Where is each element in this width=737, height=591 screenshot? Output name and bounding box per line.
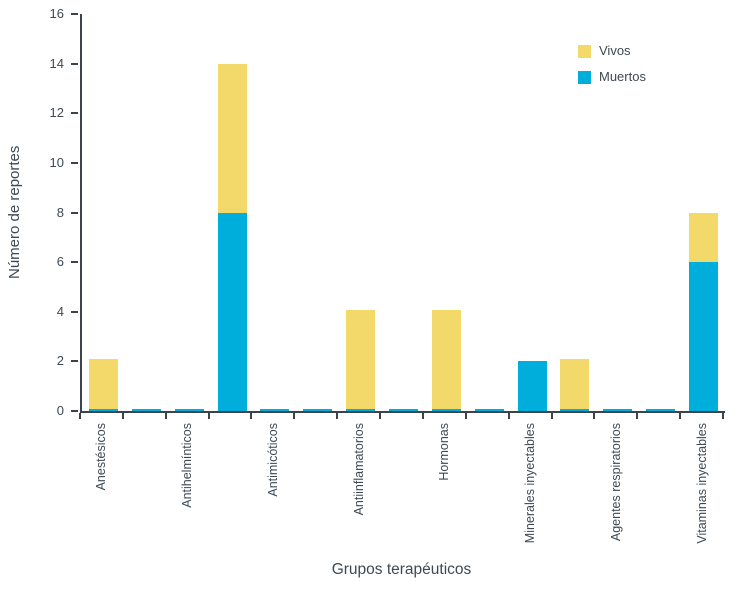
x-tick-mark — [593, 413, 596, 419]
x-tick-mark — [550, 413, 553, 419]
x-tick-mark — [464, 413, 467, 419]
y-tick-label: 4 — [56, 303, 64, 319]
x-tick-label: Antiinflamatorios — [351, 423, 366, 516]
bar-muertos — [560, 409, 590, 411]
bar-muertos — [217, 212, 247, 411]
y-tick-mark — [71, 13, 78, 15]
bar-muertos — [517, 361, 547, 411]
bar-muertos — [174, 409, 204, 411]
x-tick-mark — [164, 413, 167, 419]
bar-vivos — [88, 359, 118, 409]
y-tick-mark — [71, 211, 78, 214]
y-tick-mark — [71, 360, 78, 363]
x-tick-mark — [379, 413, 382, 419]
x-tick-label: Vitaminas inyectables — [694, 423, 709, 544]
bar-muertos — [346, 409, 376, 411]
x-tick-label: Anestésicos — [94, 423, 109, 491]
bar-muertos — [431, 409, 461, 411]
x-tick-mark — [336, 413, 339, 419]
x-tick-label: Hormonas — [437, 423, 452, 481]
legend-item-muertos: Muertos — [578, 70, 646, 84]
bar-muertos — [88, 409, 118, 411]
bar-vivos — [560, 359, 590, 409]
y-tick-label: 16 — [49, 6, 64, 21]
x-tick-mark — [722, 413, 724, 419]
x-axis-title: Grupos terapéuticos — [331, 561, 472, 578]
bar-vivos — [431, 309, 461, 409]
x-tick-mark — [121, 413, 124, 419]
x-tick-mark — [679, 413, 682, 419]
y-tick-mark — [71, 161, 78, 164]
y-tick-mark — [71, 62, 78, 65]
y-tick-label: 14 — [49, 55, 64, 71]
x-tick-label: Antihelmínticos — [180, 423, 195, 508]
y-tick-mark — [71, 112, 78, 115]
x-tick-mark — [207, 413, 210, 419]
legend: Vivos Muertos — [578, 44, 646, 96]
plot-area — [80, 14, 725, 413]
bar-muertos — [131, 409, 161, 411]
x-tick-label: Minerales inyectables — [523, 423, 538, 544]
legend-swatch-muertos-icon — [578, 70, 591, 84]
x-tick-mark — [79, 413, 81, 419]
y-tick-label: 10 — [49, 154, 64, 170]
bar-muertos — [646, 409, 676, 411]
x-tick-mark — [293, 413, 296, 419]
x-tick-label: Agentes respiratorios — [608, 423, 623, 542]
legend-item-vivos: Vivos — [578, 44, 646, 58]
x-tick-mark — [636, 413, 639, 419]
bar-muertos — [603, 409, 633, 411]
x-tick-mark — [421, 413, 424, 419]
y-tick-label: 12 — [49, 105, 64, 121]
bar-vivos — [217, 63, 247, 213]
legend-label-vivos: Vivos — [599, 43, 631, 58]
legend-label-muertos: Muertos — [599, 69, 646, 84]
legend-swatch-vivos-icon — [578, 44, 591, 58]
bar-vivos — [346, 309, 376, 409]
y-tick-label: 8 — [56, 204, 64, 220]
bar-muertos — [474, 409, 504, 411]
y-tick-label: 2 — [56, 353, 64, 369]
y-tick-label: 0 — [56, 403, 64, 418]
bar-muertos — [389, 409, 418, 411]
bar-muertos — [303, 409, 333, 411]
y-tick-mark — [71, 410, 78, 412]
bar-muertos — [260, 409, 290, 411]
x-tick-mark — [507, 413, 510, 419]
bar-muertos — [689, 262, 719, 411]
y-tick-mark — [71, 310, 78, 313]
y-tick-label: 6 — [56, 254, 64, 270]
x-tick-mark — [250, 413, 253, 419]
x-tick-label: Antimicóticos — [265, 423, 280, 497]
bar-vivos — [689, 212, 719, 263]
y-tick-mark — [71, 261, 78, 264]
